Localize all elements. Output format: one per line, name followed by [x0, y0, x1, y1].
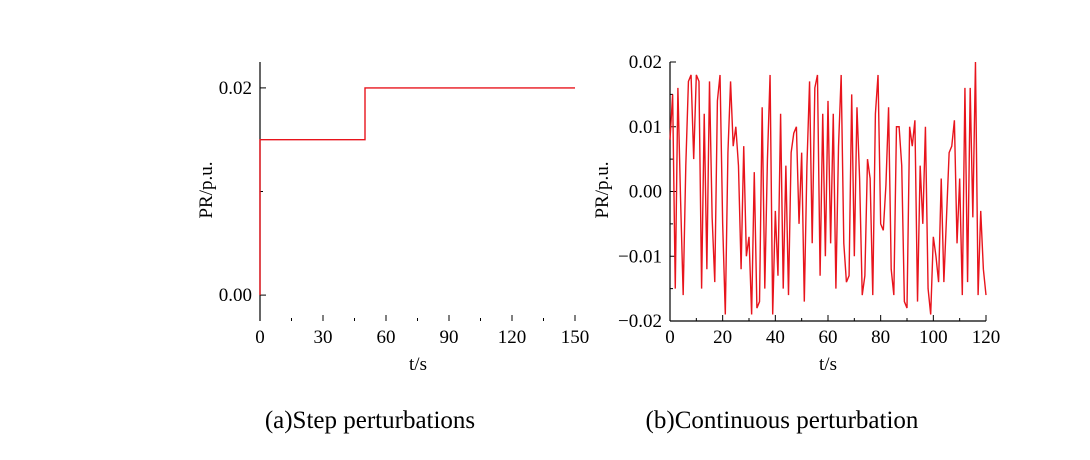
panel-b-y-tick-label: 0.01 [629, 117, 662, 138]
panel-a-x-tick-label: 90 [440, 327, 459, 348]
panel-a-x-axis-label: t/s [409, 354, 427, 375]
panel-b-y-tick-label: 0.00 [629, 182, 662, 203]
panel-b-x-tick-label: 60 [819, 327, 838, 348]
panel-b-plot: 0 20 40 60 80 100 120 −0.02 −0.01 0.00 0.01 0.02 [618, 52, 1000, 348]
panel-b-x-axis-label: t/s [819, 354, 837, 375]
panel-b-series-line-0 [669, 61, 987, 315]
panel-a-x-tick-label: 0 [255, 327, 265, 348]
panel-a-x-tick-label: 150 [561, 327, 590, 348]
panel-a-x-tick-label: 120 [498, 327, 527, 348]
panel-b-x-tick-label: 80 [871, 327, 890, 348]
panel-b-y-axis-label: PR/p.u. [592, 161, 613, 218]
panel-b-y-tick-label: −0.02 [618, 311, 662, 332]
panel-a-y-axis-label: PR/p.u. [196, 161, 217, 218]
panel-b-x-tick-label: 100 [919, 327, 948, 348]
panel-b-y-tick-label: −0.01 [618, 246, 662, 267]
panel-b: 0 20 40 60 80 100 120 −0.02 −0.01 0.00 0.01 0.02 PR… [592, 52, 1000, 434]
panel-a-y-tick-label: 0.02 [219, 78, 252, 99]
panel-b-x-tick-label: 20 [713, 327, 732, 348]
panel-a: 0 30 60 90 120 150 0.00 0.02 PR/p.u. t/s (a)Ste… [196, 62, 589, 434]
panel-b-x-tick-label: 40 [766, 327, 785, 348]
panel-b-x-tick-label: 120 [972, 327, 1001, 348]
panel-b-y-tick-label: 0.02 [629, 52, 662, 73]
panel-b-caption: (b)Continuous perturbation [646, 407, 919, 434]
panel-a-y-tick-label: 0.00 [219, 285, 252, 306]
panel-a-series-line-0 [259, 87, 575, 296]
panel-a-caption: (a)Step perturbations [265, 407, 475, 434]
panel-a-plot: 0 30 60 90 120 150 0.00 0.02 [219, 62, 590, 348]
panel-a-x-tick-label: 30 [314, 327, 333, 348]
panel-b-x-tick-label: 0 [665, 327, 675, 348]
panel-a-x-tick-label: 60 [377, 327, 396, 348]
